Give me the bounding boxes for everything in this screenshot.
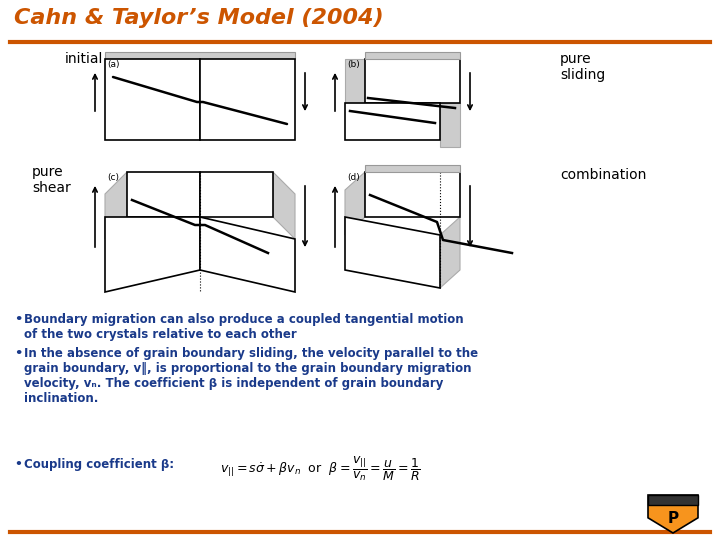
Text: pure
sliding: pure sliding: [560, 52, 606, 82]
Bar: [648, 495, 698, 504]
Text: In the absence of grain boundary sliding, the velocity parallel to the
grain bou: In the absence of grain boundary sliding…: [24, 347, 478, 405]
Polygon shape: [345, 217, 440, 288]
Text: pure
shear: pure shear: [32, 165, 71, 195]
Text: $v_{||} = s\dot{\sigma} + \beta v_n$  or  $\beta = \dfrac{v_{||}}{v_n} = \dfrac{: $v_{||} = s\dot{\sigma} + \beta v_n$ or …: [220, 455, 421, 483]
Text: initial: initial: [65, 52, 104, 66]
Text: (c): (c): [107, 173, 119, 182]
Text: Cahn & Taylor’s Model (2004): Cahn & Taylor’s Model (2004): [14, 8, 384, 28]
Polygon shape: [273, 172, 295, 239]
Text: P: P: [667, 511, 678, 526]
Text: Coupling coefficient β:: Coupling coefficient β:: [24, 458, 174, 471]
Bar: [440, 103, 460, 147]
Bar: [105, 59, 200, 140]
Bar: [365, 52, 460, 59]
Polygon shape: [345, 172, 365, 235]
Text: (a): (a): [107, 60, 120, 69]
Text: combination: combination: [560, 168, 647, 182]
Bar: [345, 103, 440, 140]
Text: •: •: [14, 313, 22, 326]
Bar: [345, 59, 365, 103]
Polygon shape: [200, 217, 295, 292]
Polygon shape: [440, 217, 460, 288]
Text: •: •: [14, 347, 22, 360]
Polygon shape: [105, 217, 200, 292]
Polygon shape: [105, 172, 127, 239]
Polygon shape: [200, 172, 273, 217]
Polygon shape: [648, 495, 698, 533]
Text: Boundary migration can also produce a coupled tangential motion
of the two cryst: Boundary migration can also produce a co…: [24, 313, 464, 341]
Polygon shape: [365, 172, 460, 217]
Bar: [365, 59, 460, 103]
Text: (d): (d): [347, 173, 360, 182]
Polygon shape: [127, 172, 200, 217]
Text: (b): (b): [347, 60, 360, 69]
Bar: [200, 59, 295, 140]
Bar: [365, 165, 460, 172]
Text: •: •: [14, 458, 22, 471]
Bar: [105, 52, 295, 59]
